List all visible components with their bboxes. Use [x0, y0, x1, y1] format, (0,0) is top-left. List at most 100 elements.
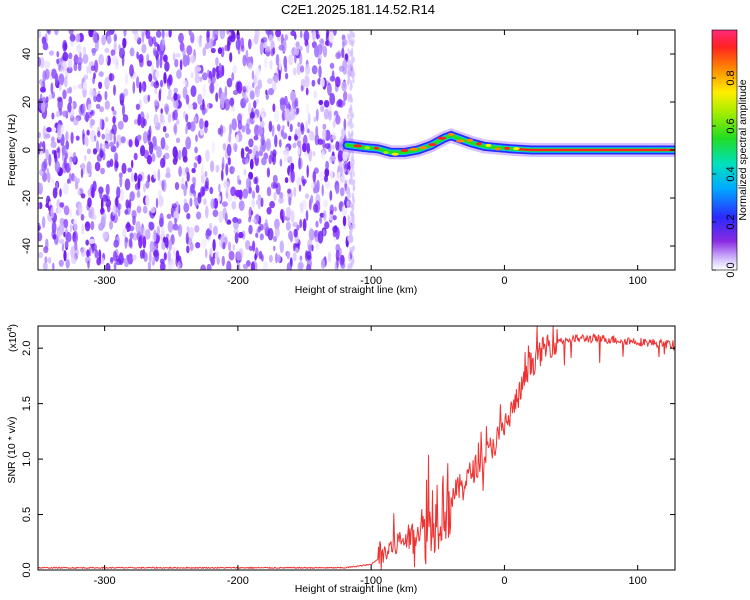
noise-mark [139, 58, 144, 68]
noise-mark [84, 133, 89, 146]
x-tick-label: -100 [360, 275, 382, 287]
noise-mark [70, 131, 74, 144]
noise-mark [75, 33, 81, 43]
noise-edge-mark [349, 246, 352, 253]
noise-mark [248, 138, 254, 148]
noise-mark [98, 71, 104, 77]
noise-mark [98, 81, 103, 90]
snr-panel: -300 -200 -100 0 100 0.0 0.5 1.0 1.5 2.0 Height … [5, 324, 676, 595]
noise-mark [318, 65, 322, 79]
y-tick-label: -20 [21, 190, 33, 206]
noise-mark [190, 183, 195, 194]
noise-mark [208, 38, 214, 49]
noise-mark [207, 102, 210, 111]
noise-mark [186, 171, 190, 182]
noise-mark [203, 184, 209, 192]
noise-mark [217, 47, 223, 54]
noise-mark [332, 225, 338, 233]
noise-mark [268, 88, 274, 96]
noise-mark [68, 52, 73, 59]
noise-mark [273, 72, 279, 84]
noise-mark [315, 242, 320, 250]
noise-mark [185, 136, 192, 150]
noise-mark [138, 81, 142, 94]
noise-mark [324, 175, 328, 183]
noise-mark [221, 169, 224, 182]
noise-mark [259, 120, 265, 128]
noise-mark [50, 82, 54, 95]
noise-mark [117, 120, 124, 130]
noise-mark [39, 56, 45, 69]
y-tick-label: 0.0 [21, 562, 33, 577]
signal-hotspot [447, 133, 455, 136]
noise-mark [228, 250, 235, 261]
noise-mark [60, 60, 67, 72]
noise-mark [160, 261, 166, 270]
noise-mark [206, 30, 210, 44]
x-tick-label: -100 [360, 575, 382, 587]
noise-mark [167, 220, 174, 233]
noise-mark [285, 206, 292, 218]
noise-edge-mark [348, 178, 351, 185]
noise-mark [90, 220, 95, 231]
colorbar-tick-label: 0.0 [725, 262, 737, 277]
noise-mark [251, 198, 255, 208]
noise-mark [122, 103, 125, 117]
noise-edge-mark [352, 185, 356, 192]
spectrogram-y-ticks: -40 -20 0 20 40 [21, 48, 675, 254]
colorbar-tick-label: 0.6 [725, 118, 737, 133]
noise-mark [183, 202, 190, 213]
noise-mark [226, 77, 233, 88]
noise-mark [174, 217, 178, 225]
noise-mark [242, 263, 249, 270]
noise-mark [248, 38, 252, 50]
noise-mark [156, 225, 160, 236]
noise-mark [311, 182, 315, 189]
noise-mark [108, 30, 115, 35]
signal-hotspot [373, 146, 380, 150]
noise-mark [304, 39, 309, 47]
noise-mark [114, 159, 119, 172]
noise-mark [189, 121, 196, 132]
noise-mark [271, 124, 275, 137]
noise-mark [195, 66, 202, 72]
noise-mark [249, 111, 256, 119]
noise-mark [288, 196, 292, 206]
noise-mark [153, 250, 159, 258]
noise-mark [45, 149, 49, 161]
noise-edge-mark [349, 170, 353, 177]
noise-mark [211, 141, 216, 154]
noise-mark [112, 110, 117, 116]
noise-edge-mark [352, 179, 356, 185]
noise-mark [210, 198, 216, 209]
noise-mark [172, 52, 176, 61]
noise-mark [248, 206, 253, 220]
noise-mark [68, 30, 74, 35]
noise-mark [91, 186, 95, 199]
noise-mark [96, 140, 99, 153]
noise-mark [97, 130, 101, 138]
noise-mark [58, 73, 65, 86]
noise-mark [304, 75, 310, 88]
noise-edge-mark [347, 264, 350, 270]
noise-mark [161, 180, 165, 191]
noise-mark [38, 182, 43, 195]
noise-mark [46, 127, 52, 133]
noise-mark [157, 168, 161, 182]
noise-mark [59, 202, 64, 208]
noise-mark [293, 228, 298, 238]
noise-mark [98, 53, 104, 66]
noise-mark [40, 81, 43, 88]
noise-mark [62, 51, 69, 62]
noise-mark [249, 90, 255, 100]
noise-mark [186, 45, 193, 56]
noise-mark [155, 197, 159, 209]
noise-mark [255, 184, 260, 194]
noise-mark [106, 35, 112, 45]
noise-mark [86, 66, 89, 75]
noise-mark [167, 250, 171, 262]
noise-mark [65, 131, 69, 142]
noise-mark [284, 177, 289, 184]
noise-mark [240, 147, 245, 160]
noise-mark [290, 30, 297, 37]
